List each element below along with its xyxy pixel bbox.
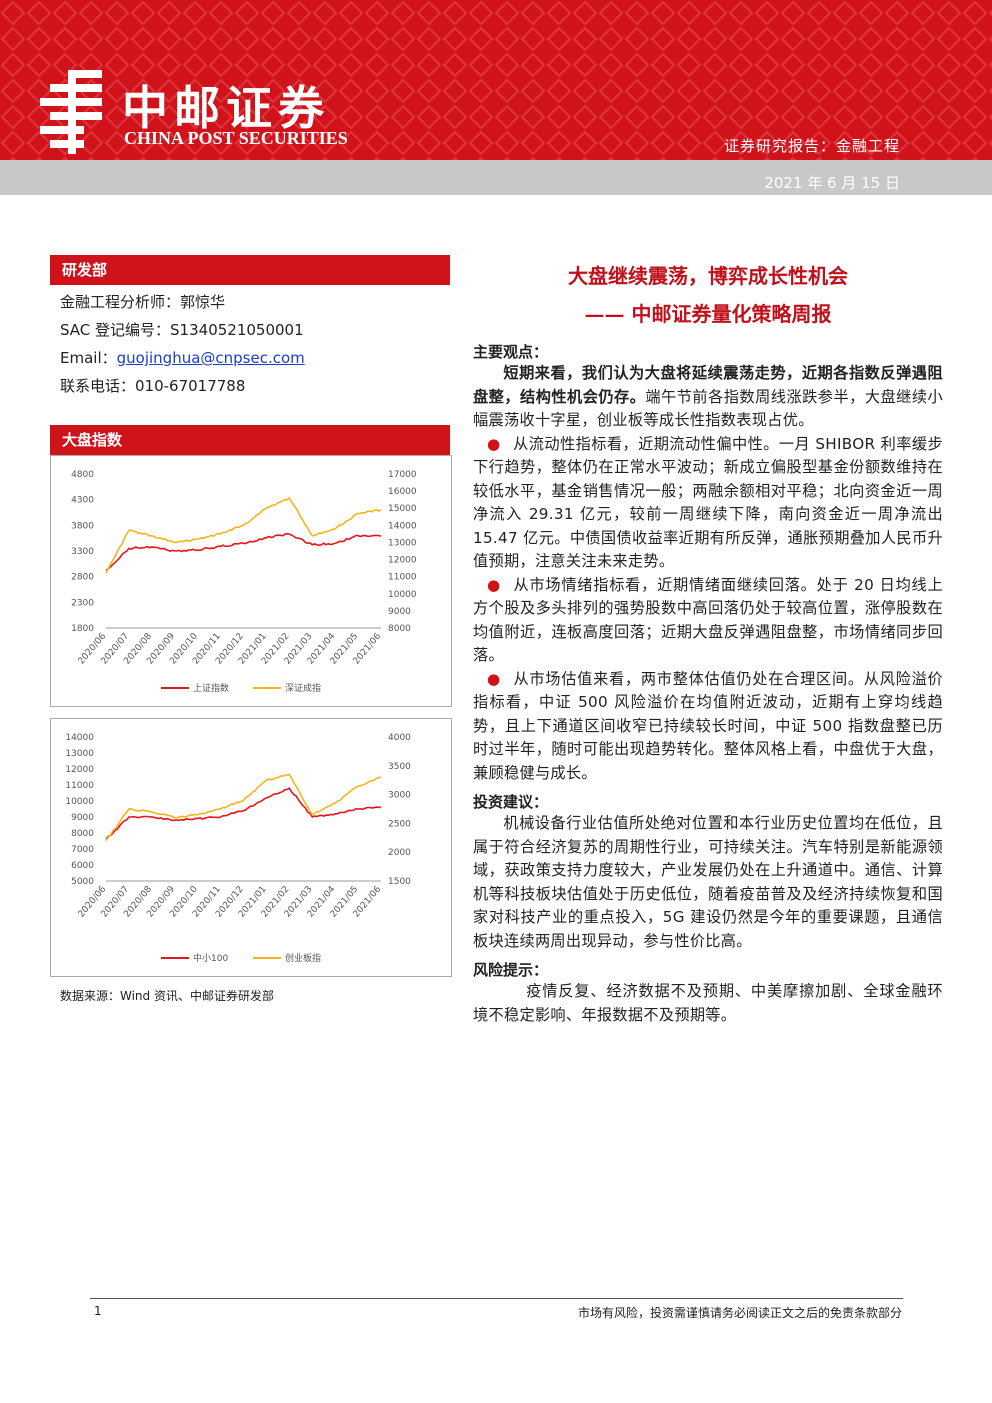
valuation-text: 从市场估值来看，两市整体估值仍处在合理区间。从风险溢价指标看，中证 500 风险… (473, 669, 943, 782)
report-header: 中邮证券 CHINA POST SECURITIES 证券研究报告：金融工程 (0, 0, 992, 160)
y-tick-left: 12000 (65, 765, 94, 775)
y-tick-left: 7000 (71, 845, 94, 855)
brand-name-cn: 中邮证券 (122, 81, 330, 135)
report-subtitle: —— 中邮证券量化策略周报 (584, 302, 832, 326)
liquidity-text: 从流动性指标看，近期流动性偏中性。一月 SHIBOR 利率缓步下行趋势，整体仍在… (473, 434, 943, 571)
y-tick-right: 17000 (388, 470, 417, 480)
china-post-logo-icon (40, 70, 102, 154)
y-tick-right: 8000 (388, 624, 411, 634)
date-bar: 2021 年 6 月 15 日 (0, 160, 992, 195)
invest-para: 机械设备行业估值所处绝对位置和本行业历史位置均在低位，且属于符合经济复苏的周期性… (473, 814, 943, 950)
main-points-heading: 主要观点： (473, 343, 549, 361)
bullet-dot-icon: ● (487, 434, 501, 453)
email-label: Email： (60, 349, 117, 367)
series-line-left (105, 787, 382, 840)
bullet-dot-icon: ● (487, 575, 501, 594)
sentiment-bullet: ● 从市场情绪指标看，近期情绪面继续回落。处于 20 日均线上方个股及多头排列的强… (473, 574, 943, 668)
sentiment-text: 从市场情绪指标看，近期情绪面继续回落。处于 20 日均线上方个股及多头排列的强势… (473, 575, 943, 665)
dept-heading: 研发部 (50, 255, 450, 285)
main-points-bold: 短期来看，我们认为大盘将延续震荡走势，近期各指数反弹遇阻盘整，结构性机会仍存。 (473, 364, 943, 406)
y-tick-right: 1500 (388, 877, 411, 887)
footer-divider (90, 1298, 903, 1299)
email-line: Email：guojinghua@cnpsec.com (60, 347, 450, 369)
liquidity-bullet: ● 从流动性指标看，近期流动性偏中性。一月 SHIBOR 利率缓步下行趋势，整体仍… (473, 433, 943, 574)
y-tick-right: 13000 (388, 538, 417, 548)
y-tick-left: 13000 (65, 749, 94, 759)
y-tick-left: 5000 (71, 877, 94, 887)
y-tick-right: 15000 (388, 504, 417, 514)
phone-line: 联系电话：010-67017788 (60, 377, 246, 395)
main-points-para: 短期来看，我们认为大盘将延续震荡走势，近期各指数反弹遇阻盘整，结构性机会仍存。端… (473, 362, 943, 433)
y-tick-right: 14000 (388, 521, 417, 531)
y-tick-left: 10000 (65, 797, 94, 807)
legend-label: 上证指数 (193, 682, 229, 694)
analyst-name: 金融工程分析师：郭惊华 (60, 293, 226, 311)
series-line-right (105, 773, 382, 842)
sac-number: SAC 登记编号：S1340521050001 (60, 321, 304, 339)
y-tick-right: 12000 (388, 556, 417, 566)
y-tick-left: 14000 (65, 733, 94, 743)
chart-sh-sz-svg: 4800 4300 3800 3300 2800 2300 1800 17000 16000 15… (71, 470, 417, 694)
y-tick-left: 3800 (71, 521, 94, 531)
header-pattern (0, 0, 992, 160)
page-number: 1 (94, 1304, 102, 1318)
y-tick-left: 4300 (71, 496, 94, 506)
main-points-rest: 端午节前各指数周线涨跌参半，大盘继续小幅震荡收十字星，创业板等成长性指数表现占优… (473, 387, 943, 430)
series-line-left (105, 532, 382, 572)
report-date: 2021 年 6 月 15 日 (764, 174, 900, 192)
risk-para: 疫情反复、经济数据不及预期、中美摩擦加剧、全球金融环境不稳定影响、年报数据不及预… (473, 982, 943, 1024)
invest-heading: 投资建议： (473, 793, 549, 811)
bullet-dot-icon: ● (487, 669, 501, 688)
y-tick-right: 3000 (388, 791, 411, 801)
footer-disclaimer: 市场有风险，投资需谨慎请务必阅读正文之后的免责条款部分 (577, 1306, 902, 1320)
y-tick-right: 2500 (388, 819, 411, 829)
email-link[interactable]: guojinghua@cnpsec.com (116, 349, 305, 367)
chart-sh-sz: 4800 4300 3800 3300 2800 2300 1800 17000 16000 15… (50, 455, 452, 707)
legend-label: 深证成指 (285, 682, 321, 694)
y-tick-right: 10000 (388, 590, 417, 600)
y-tick-right: 9000 (388, 607, 411, 617)
y-tick-left: 2800 (71, 573, 94, 583)
report-type: 证券研究报告：金融工程 (723, 137, 900, 155)
legend-label: 中小100 (193, 952, 228, 964)
risk-heading: 风险提示： (473, 961, 549, 979)
series-line-right (105, 496, 382, 574)
y-tick-left: 1800 (71, 624, 94, 634)
y-tick-left: 2300 (71, 598, 94, 608)
index-heading: 大盘指数 (50, 425, 450, 455)
y-tick-left: 3300 (71, 547, 94, 557)
y-tick-left: 6000 (71, 861, 94, 871)
y-tick-left: 8000 (71, 829, 94, 839)
y-tick-left: 4800 (71, 470, 94, 480)
left-column: 研发部 金融工程分析师：郭惊华 SAC 登记编号：S1340521050001 … (50, 255, 452, 977)
report-title: 大盘继续震荡，博弈成长性机会 (568, 264, 848, 288)
brand-name-en: CHINA POST SECURITIES (124, 128, 348, 148)
y-tick-left: 9000 (71, 813, 94, 823)
valuation-bullet: ● 从市场估值来看，两市整体估值仍处在合理区间。从风险溢价指标看，中证 500 风… (473, 668, 943, 786)
y-tick-right: 16000 (388, 487, 417, 497)
y-tick-left: 11000 (65, 781, 94, 791)
legend-label: 创业板指 (285, 952, 321, 964)
chart-sme-gem-svg: 14000 13000 12000 11000 10000 9000 8000 7000 600… (65, 733, 411, 964)
y-tick-right: 4000 (388, 733, 411, 743)
y-tick-right: 2000 (388, 848, 411, 858)
y-tick-right: 3500 (388, 762, 411, 772)
chart-sme-gem: 14000 13000 12000 11000 10000 9000 8000 7000 600… (50, 718, 452, 977)
right-column: 大盘继续震荡，博弈成长性机会 —— 中邮证券量化策略周报 主要观点： 短期来看，… (473, 255, 943, 1027)
y-tick-right: 11000 (388, 573, 417, 583)
data-source: 数据来源：Wind 资讯、中邮证券研发部 (60, 989, 274, 1003)
